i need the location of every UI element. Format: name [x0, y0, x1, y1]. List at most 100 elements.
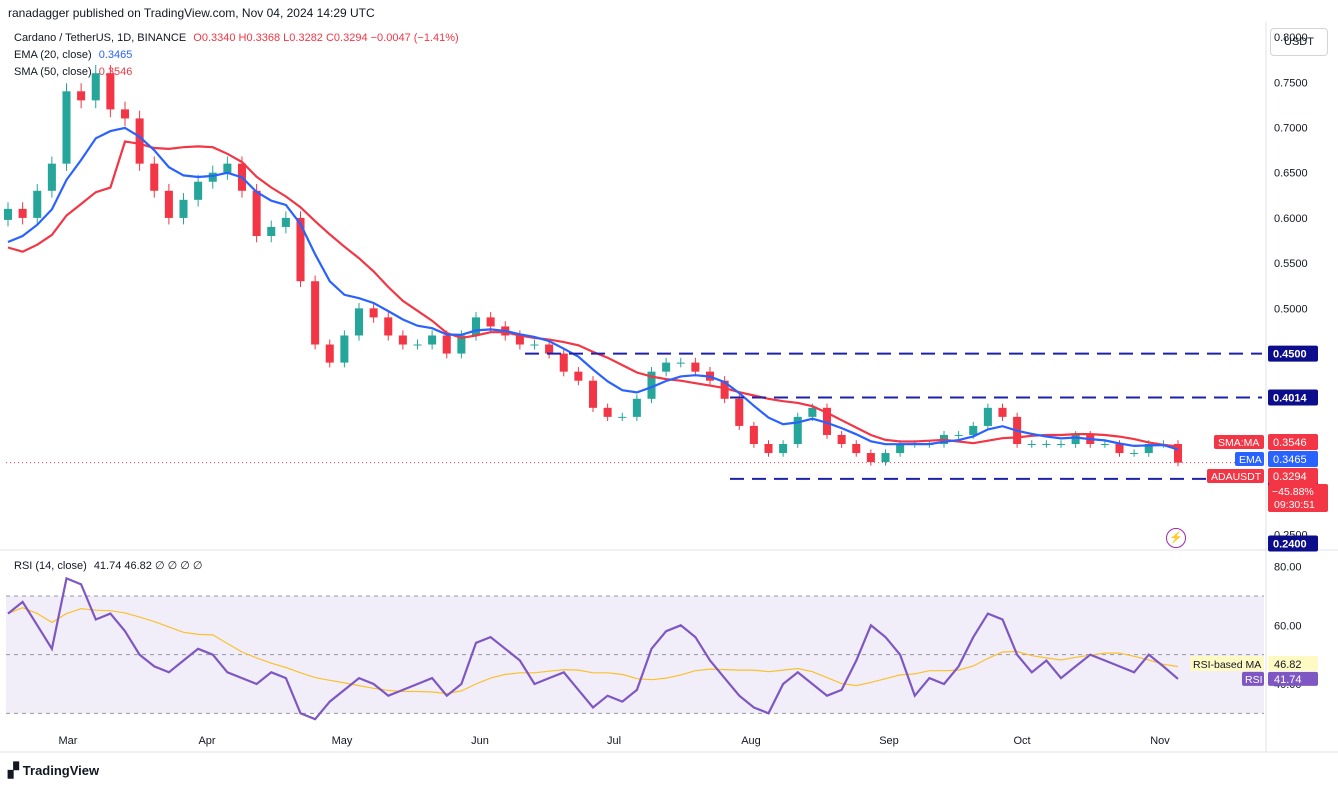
legend-rsi-row[interactable]: RSI (14, close) 41.74 46.82 ∅ ∅ ∅ ∅	[14, 559, 202, 572]
candle-body	[837, 434, 846, 444]
candle-body	[749, 425, 758, 444]
candle-body	[574, 371, 583, 381]
rsi-value-tag	[1268, 671, 1318, 686]
candle-body	[413, 344, 422, 346]
candle-body	[77, 91, 86, 101]
price-tag-value	[1268, 451, 1318, 467]
candle-body	[457, 335, 466, 354]
time-tick-label: Apr	[198, 735, 215, 747]
lightning-icon[interactable]: ⚡	[1166, 528, 1186, 548]
symbol-name[interactable]: Cardano / TetherUS, 1D, BINANCE	[14, 32, 187, 44]
rsi-line	[7, 576, 1179, 721]
rsi-ma-line	[7, 607, 1179, 695]
candle-body	[33, 190, 42, 218]
candle-body	[881, 453, 890, 463]
legend-ema-row[interactable]: EMA (20, close) 0.3465	[14, 49, 132, 61]
rsi-tag-text: RSI	[1245, 674, 1263, 686]
candle-body	[969, 425, 978, 435]
candle-body	[530, 344, 539, 346]
level-badge-text: 0.2400	[1273, 538, 1307, 550]
candle-body	[545, 344, 554, 354]
candle-body	[779, 444, 788, 454]
candle-body	[998, 407, 1007, 417]
candle-body	[983, 407, 992, 426]
price-tag-value	[1268, 468, 1318, 484]
candle-body	[662, 362, 671, 372]
legend-symbol-row: Cardano / TetherUS, 1D, BINANCE O0.3340 …	[14, 32, 459, 44]
price-tick-label: 0.6000	[1274, 213, 1308, 225]
candle-body	[954, 434, 963, 436]
candle-body	[106, 73, 115, 110]
candle-body	[384, 317, 393, 336]
candle-body	[618, 416, 627, 418]
candle-body	[896, 444, 905, 454]
candle-body	[793, 416, 802, 444]
candle-body	[559, 353, 568, 372]
candle-body	[1042, 444, 1051, 445]
countdown-timer: 09:30:51	[1274, 499, 1315, 511]
time-tick-label: Mar	[59, 735, 78, 747]
candle-body	[1027, 444, 1036, 445]
candle-body	[1130, 453, 1139, 455]
rsi-ma-tag	[1190, 655, 1264, 671]
candle-body	[311, 281, 320, 345]
tv-logo-icon: ▞	[8, 762, 19, 778]
time-tick-label: Nov	[1150, 735, 1170, 747]
candle-body	[486, 317, 495, 327]
ohlc-values: O0.3340 H0.3368 L0.3282 C0.3294 −0.0047 …	[193, 32, 459, 44]
candle-body	[1144, 444, 1153, 454]
sma-line	[7, 140, 1179, 448]
candle-body	[354, 308, 364, 336]
candle-body	[852, 444, 861, 454]
candle-body	[676, 362, 685, 364]
rsi-tick-label: 80.00	[1274, 562, 1302, 574]
time-tick-label: Sep	[879, 735, 899, 747]
tradingview-logo[interactable]: ▞ TradingView	[8, 762, 99, 779]
price-tick-label: 0.7000	[1274, 122, 1308, 134]
level-badge	[1268, 535, 1318, 552]
candle-body	[1056, 444, 1066, 445]
candle-body	[632, 398, 641, 417]
candle-body	[471, 317, 481, 336]
time-tick-label: Aug	[741, 735, 761, 747]
candle-body	[647, 371, 656, 399]
rsi-tick-label: 60.00	[1274, 620, 1302, 632]
rsi-value-text: 41.74	[1274, 674, 1302, 686]
candle-body	[252, 190, 261, 236]
price-tag-value-text: 0.3465	[1273, 454, 1307, 466]
level-badge	[1268, 345, 1318, 362]
price-tick-label: 0.6500	[1274, 168, 1308, 180]
candle-body	[1100, 444, 1109, 445]
price-tag-value-text: 0.3294	[1273, 471, 1307, 483]
time-tick-label: Jul	[607, 735, 621, 747]
ema-line	[7, 126, 1179, 451]
sma-label: SMA (50, close)	[14, 66, 92, 78]
candle-body	[808, 407, 817, 417]
currency-button[interactable]: USDT	[1270, 28, 1328, 56]
rsi-values: 41.74 46.82 ∅ ∅ ∅ ∅	[93, 560, 203, 572]
candle-body	[340, 335, 349, 363]
candle-body	[18, 208, 27, 218]
candle-body	[764, 444, 773, 454]
candle-body	[62, 91, 71, 164]
rsi-tag	[1242, 671, 1264, 686]
rsi-ma-value-text: 46.82	[1274, 659, 1302, 671]
rsi-ma-value-tag	[1268, 655, 1318, 671]
candle-body	[120, 109, 130, 119]
candle-body	[428, 335, 437, 345]
price-tick-label: 0.5000	[1274, 303, 1308, 315]
countdown-change: −45.88%	[1272, 486, 1314, 498]
level-badge	[1268, 389, 1318, 406]
price-tag-name-text: EMA	[1239, 454, 1262, 466]
time-tick-label: Oct	[1013, 735, 1030, 747]
candle-body	[296, 217, 305, 282]
candle-body	[1115, 444, 1124, 454]
publish-caption: ranadagger published on TradingView.com,…	[8, 6, 375, 20]
price-tag-name-text: SMA:MA	[1218, 437, 1259, 449]
candle-body	[1071, 434, 1080, 444]
candle-body	[369, 308, 378, 318]
time-tick-label: Jun	[471, 735, 489, 747]
price-tick-label: 0.8000	[1274, 32, 1308, 44]
rsi-label: RSI (14, close)	[14, 560, 87, 572]
